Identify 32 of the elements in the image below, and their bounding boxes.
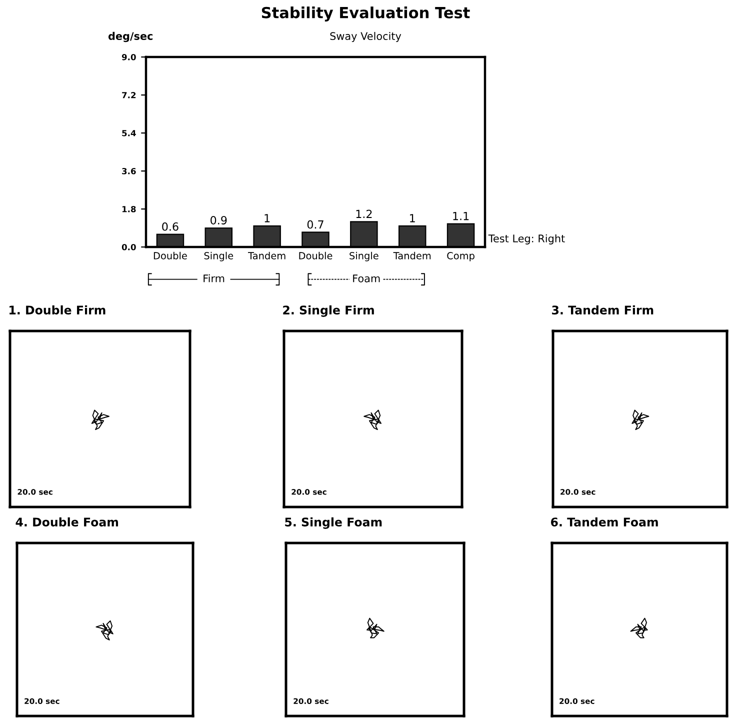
- data-label: 0.9: [210, 216, 227, 224]
- text: Test Leg: Right: [488, 234, 565, 244]
- text: 4. Double Foam: [16, 517, 118, 526]
- x-tick-label: Single: [350, 252, 378, 262]
- y-axis-title: deg/sec: [108, 32, 153, 42]
- x-tick-label: Tandem: [248, 252, 286, 260]
- data-label: 1.1: [453, 212, 469, 220]
- data-label: 0.7: [307, 220, 324, 229]
- chart-title: Stability Evaluation Test: [262, 6, 470, 22]
- y-tick-label: 5.4: [122, 130, 136, 136]
- text: 2. Single Firm: [283, 305, 374, 317]
- x-tick-label: Comp: [447, 252, 474, 262]
- y-tick-label: 3.6: [122, 168, 136, 174]
- chart-subtitle: Sway Velocity: [330, 32, 402, 42]
- text: 3. Tandem Firm: [552, 305, 654, 314]
- text: 1. Double Firm: [10, 305, 106, 314]
- y-tick-label: 7.2: [122, 92, 136, 98]
- x-tick-label: Double: [154, 252, 187, 260]
- text: 5. Single Foam: [285, 517, 382, 529]
- x-tick-label: Double: [299, 252, 332, 260]
- x-tick-label: Single: [204, 252, 234, 262]
- y-tick-label: 9.0: [122, 54, 136, 60]
- y-tick-label: 0.0: [122, 244, 136, 250]
- text: Foam: [353, 274, 380, 282]
- data-label: 1: [410, 214, 415, 222]
- data-label: 1: [264, 214, 270, 222]
- data-label: 0.6: [162, 222, 178, 231]
- text: 6. Tandem Foam: [550, 517, 658, 526]
- x-tick-label: Tandem: [393, 252, 431, 260]
- data-label: 1.2: [356, 210, 372, 218]
- y-tick-label: 1.8: [122, 206, 136, 212]
- text: Firm: [204, 274, 224, 282]
